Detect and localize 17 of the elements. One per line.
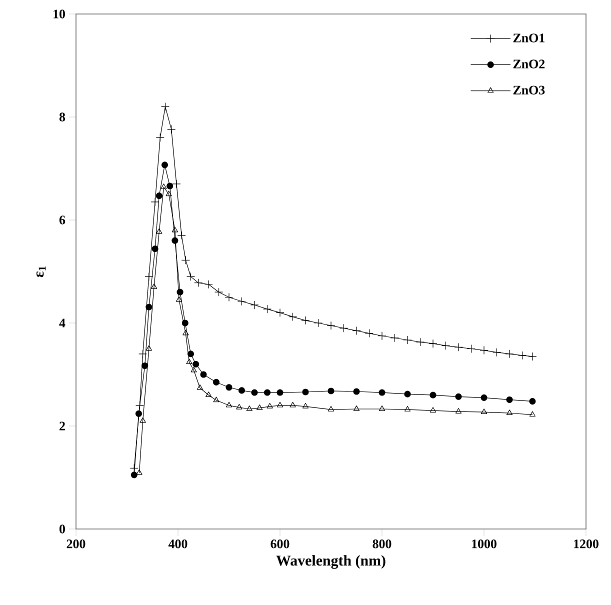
y-tick-label: 6 [59,216,66,224]
x-tick-label: 600 [270,540,290,548]
legend-label: ZnO3 [513,86,545,94]
y-tick-label: 8 [59,112,66,122]
y-axis-title: ε$_{1}$ [36,266,46,278]
x-tick-label: 1000 [472,540,496,548]
x-tick-label: 400 [168,540,188,548]
legend-label: ZnO2 [513,60,545,68]
y-tick-label: 0 [60,524,65,534]
x-tick-label: 1200 [574,540,598,548]
x-tick-label: 800 [372,540,392,548]
legend-label: ZnO1 [513,34,544,42]
y-tick-label: 2 [60,422,65,430]
x-axis-title: Wavelength (nm) [276,555,386,569]
y-tick-label: 4 [59,318,66,328]
x-tick-label: 200 [66,540,86,548]
y-tick-label: 10 [54,10,65,18]
